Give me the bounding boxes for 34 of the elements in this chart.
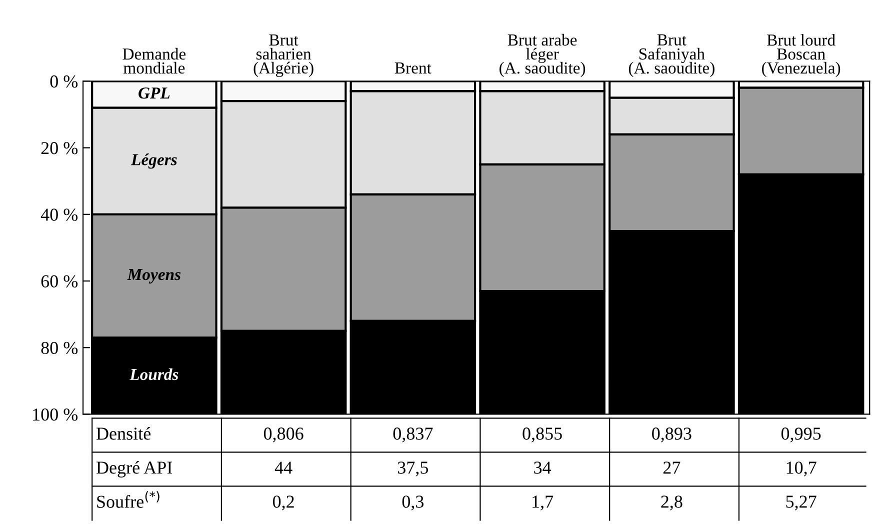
text: 0,855 bbox=[522, 428, 562, 442]
text: 44 bbox=[274, 462, 292, 474]
series-label: Légers bbox=[130, 154, 177, 169]
y-tick-label: 100 % bbox=[33, 408, 78, 421]
series-label: Lourds bbox=[130, 368, 178, 380]
x-tick-label: Brut Safaniyah (A. saoudite) bbox=[628, 34, 714, 77]
series-label: GPL bbox=[138, 87, 170, 99]
text: 2,8 bbox=[661, 496, 682, 510]
text: 0,806 bbox=[264, 428, 304, 442]
y-tick-label: 80 % bbox=[41, 342, 78, 354]
x-tick-label: Brut saharien (Algérie) bbox=[254, 34, 314, 77]
y-tick-label: 40 % bbox=[40, 208, 78, 221]
text: 1,7 bbox=[532, 496, 554, 510]
text: 0,893 bbox=[652, 428, 692, 442]
text: 5,27 bbox=[786, 496, 816, 510]
text: Degré API bbox=[96, 461, 172, 478]
text: 0,2 bbox=[272, 496, 294, 510]
x-tick-label: Brent bbox=[394, 62, 432, 74]
text: 0,837 bbox=[393, 428, 433, 442]
text: Densité bbox=[96, 427, 150, 440]
x-tick-label: Brut lourd Boscan (Venezuela) bbox=[762, 34, 840, 77]
text: 0,3 bbox=[402, 496, 424, 510]
text: Soufre$^{(*)}$ bbox=[97, 491, 160, 508]
text: 37,5 bbox=[398, 462, 428, 476]
text: 0,995 bbox=[781, 428, 821, 442]
y-tick-label: 0 % bbox=[50, 75, 78, 88]
text: 34 bbox=[534, 462, 552, 474]
text: 27 bbox=[663, 462, 680, 474]
y-tick-label: 60 % bbox=[41, 275, 78, 288]
x-tick-label: Brut arabe léger (A. saoudite) bbox=[500, 34, 586, 77]
y-tick-label: 20 % bbox=[41, 142, 78, 154]
text: 10,7 bbox=[786, 462, 816, 476]
series-label: Moyens bbox=[127, 269, 181, 284]
x-tick-label: Demande mondiale bbox=[122, 48, 186, 74]
